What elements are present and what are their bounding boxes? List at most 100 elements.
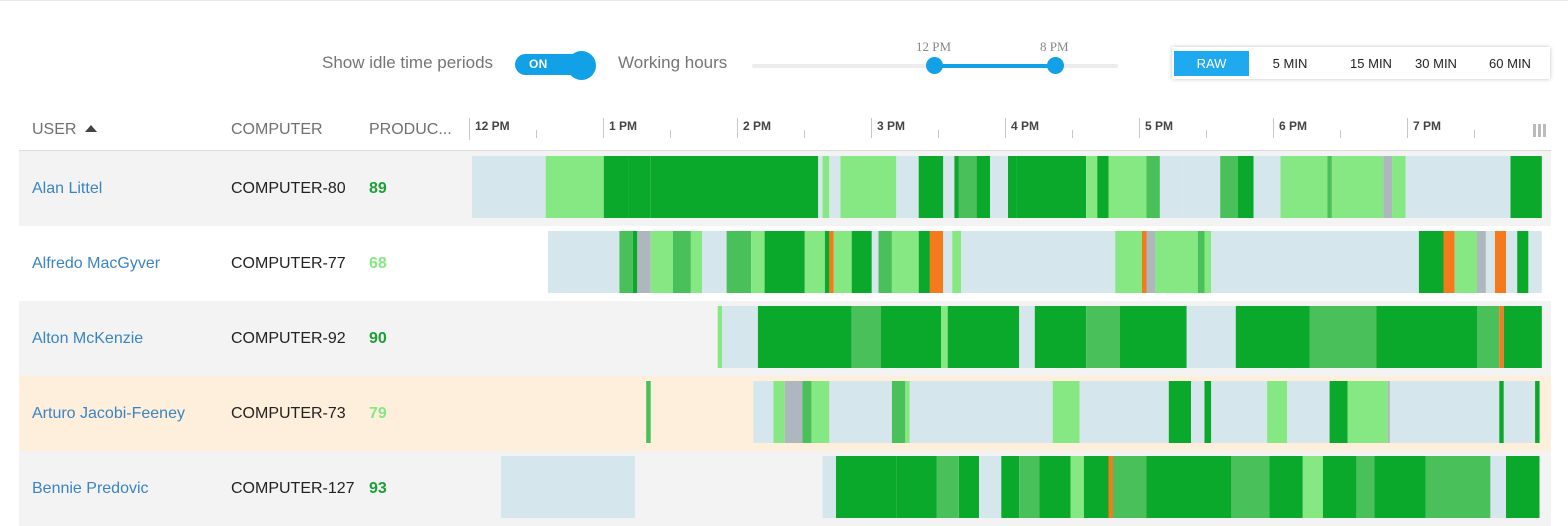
activity-segment-mid[interactable] bbox=[891, 381, 906, 443]
activity-segment-light[interactable] bbox=[1331, 156, 1384, 218]
activity-segment-dark[interactable] bbox=[1322, 456, 1357, 518]
activity-segment-light[interactable] bbox=[773, 381, 785, 443]
activity-segment-dark[interactable] bbox=[1034, 306, 1087, 368]
activity-segment-idle[interactable] bbox=[702, 231, 727, 293]
activity-segment-mid[interactable] bbox=[1356, 456, 1375, 518]
activity-segment-idle[interactable] bbox=[472, 156, 546, 218]
activity-timeline[interactable] bbox=[19, 151, 1551, 226]
activity-segment-unproductive[interactable] bbox=[1443, 231, 1455, 293]
activity-segment-dark[interactable] bbox=[1235, 306, 1310, 368]
activity-segment-light[interactable] bbox=[1204, 231, 1212, 293]
activity-segment-light[interactable] bbox=[941, 306, 948, 368]
activity-segment-dark[interactable] bbox=[1405, 306, 1478, 368]
activity-segment-light[interactable] bbox=[545, 156, 604, 218]
activity-segment-mid[interactable] bbox=[851, 306, 881, 368]
activity-segment-idle[interactable] bbox=[1159, 156, 1183, 218]
user-link[interactable]: Alan Littel bbox=[32, 180, 103, 197]
activity-timeline[interactable] bbox=[19, 226, 1551, 301]
activity-segment-dark[interactable] bbox=[836, 456, 897, 518]
activity-segment-idle[interactable] bbox=[990, 156, 1008, 218]
activity-segment-idle[interactable] bbox=[1485, 231, 1495, 293]
activity-segment-dark[interactable] bbox=[824, 231, 830, 293]
toggle-knob[interactable] bbox=[567, 51, 596, 80]
activity-segment-mid[interactable] bbox=[1231, 456, 1270, 518]
activity-segment-dark[interactable] bbox=[1269, 456, 1303, 518]
activity-segment-mid[interactable] bbox=[726, 231, 752, 293]
activity-segment-idle[interactable] bbox=[1389, 381, 1500, 443]
activity-segment-dark[interactable] bbox=[1418, 231, 1444, 293]
activity-segment-idle[interactable] bbox=[1209, 306, 1236, 368]
activity-segment-neutral[interactable] bbox=[784, 381, 803, 443]
activity-segment-mid[interactable] bbox=[878, 231, 892, 293]
resolution-5min-button[interactable]: 5 MIN bbox=[1272, 56, 1308, 71]
activity-segment-dark[interactable] bbox=[918, 156, 944, 218]
user-link[interactable]: Bennie Predovic bbox=[32, 480, 149, 497]
activity-segment-idle[interactable] bbox=[1186, 306, 1209, 368]
activity-segment-dark[interactable] bbox=[1146, 456, 1232, 518]
activity-segment-dark[interactable] bbox=[1510, 156, 1542, 218]
activity-segment-dark[interactable] bbox=[1238, 156, 1254, 218]
table-row[interactable]: Alton McKenzie COMPUTER-92 90 bbox=[19, 301, 1551, 376]
user-link[interactable]: Alfredo MacGyver bbox=[32, 255, 161, 272]
activity-segment-idle[interactable] bbox=[1503, 381, 1536, 443]
activity-segment-light[interactable] bbox=[1392, 156, 1406, 218]
activity-segment-light[interactable] bbox=[804, 231, 825, 293]
activity-segment-light[interactable] bbox=[822, 156, 830, 218]
activity-segment-idle[interactable] bbox=[943, 231, 953, 293]
activity-segment-idle[interactable] bbox=[1079, 381, 1169, 443]
activity-segment-unproductive[interactable] bbox=[1142, 231, 1147, 293]
activity-segment-idle[interactable] bbox=[896, 156, 919, 218]
resolution-60min-button[interactable]: 60 MIN bbox=[1489, 56, 1531, 71]
resolution-15min-button[interactable]: 15 MIN bbox=[1350, 56, 1392, 71]
activity-segment-idle[interactable] bbox=[547, 231, 620, 293]
activity-segment-light[interactable] bbox=[1347, 381, 1388, 443]
activity-segment-dark[interactable] bbox=[918, 231, 930, 293]
activity-segment-light[interactable] bbox=[1155, 231, 1198, 293]
activity-timeline[interactable] bbox=[19, 376, 1551, 451]
activity-segment-mid[interactable] bbox=[1146, 156, 1160, 218]
activity-segment-mid[interactable] bbox=[1425, 456, 1491, 518]
activity-segment-mid[interactable] bbox=[1019, 456, 1040, 518]
activity-segment-light[interactable] bbox=[690, 231, 703, 293]
activity-segment-unproductive[interactable] bbox=[1494, 231, 1507, 293]
activity-segment-dark[interactable] bbox=[1083, 456, 1109, 518]
activity-segment-mid[interactable] bbox=[1086, 306, 1120, 368]
activity-segment-light[interactable] bbox=[891, 231, 919, 293]
activity-segment-idle[interactable] bbox=[1253, 156, 1281, 218]
activity-segment-idle[interactable] bbox=[909, 381, 1053, 443]
activity-segment-dark[interactable] bbox=[1097, 156, 1109, 218]
activity-segment-idle[interactable] bbox=[822, 456, 836, 518]
resolution-30min-button[interactable]: 30 MIN bbox=[1415, 56, 1457, 71]
activity-segment-mid[interactable] bbox=[958, 156, 977, 218]
activity-segment-dark[interactable] bbox=[958, 456, 979, 518]
activity-segment-idle[interactable] bbox=[1182, 156, 1187, 218]
activity-segment-neutral[interactable] bbox=[637, 231, 651, 293]
activity-segment-idle[interactable] bbox=[818, 156, 823, 218]
activity-segment-mid[interactable] bbox=[1220, 156, 1239, 218]
activity-segment-idle[interactable] bbox=[1506, 231, 1518, 293]
activity-segment-dark[interactable] bbox=[757, 306, 852, 368]
activity-segment-dark[interactable] bbox=[1008, 156, 1017, 218]
activity-segment-dark[interactable] bbox=[896, 456, 937, 518]
activity-segment-idle[interactable] bbox=[753, 381, 774, 443]
activity-segment-dark[interactable] bbox=[1376, 306, 1406, 368]
table-row[interactable]: Arturo Jacobi-Feeney COMPUTER-73 79 bbox=[19, 376, 1551, 451]
activity-segment-idle[interactable] bbox=[871, 231, 879, 293]
activity-segment-mid[interactable] bbox=[673, 231, 691, 293]
activity-segment-idle[interactable] bbox=[1211, 381, 1267, 443]
activity-segment-light[interactable] bbox=[905, 381, 910, 443]
table-row[interactable]: Bennie Predovic COMPUTER-127 93 bbox=[19, 451, 1551, 526]
activity-segment-dark[interactable] bbox=[954, 156, 959, 218]
activity-segment-dark[interactable] bbox=[650, 156, 819, 218]
activity-segment-light[interactable] bbox=[1108, 156, 1147, 218]
column-header-productivity[interactable]: PRODUC... bbox=[369, 121, 452, 138]
idle-periods-toggle[interactable]: ON bbox=[515, 51, 597, 80]
activity-segment-light[interactable] bbox=[1086, 156, 1098, 218]
activity-segment-light[interactable] bbox=[717, 306, 723, 368]
activity-segment-dark[interactable] bbox=[851, 231, 872, 293]
activity-segment-neutral[interactable] bbox=[1477, 231, 1486, 293]
activity-segment-dark[interactable] bbox=[1499, 381, 1504, 443]
activity-segment-dark[interactable] bbox=[603, 156, 629, 218]
activity-segment-light[interactable] bbox=[811, 381, 830, 443]
activity-segment-mid[interactable] bbox=[1327, 156, 1332, 218]
